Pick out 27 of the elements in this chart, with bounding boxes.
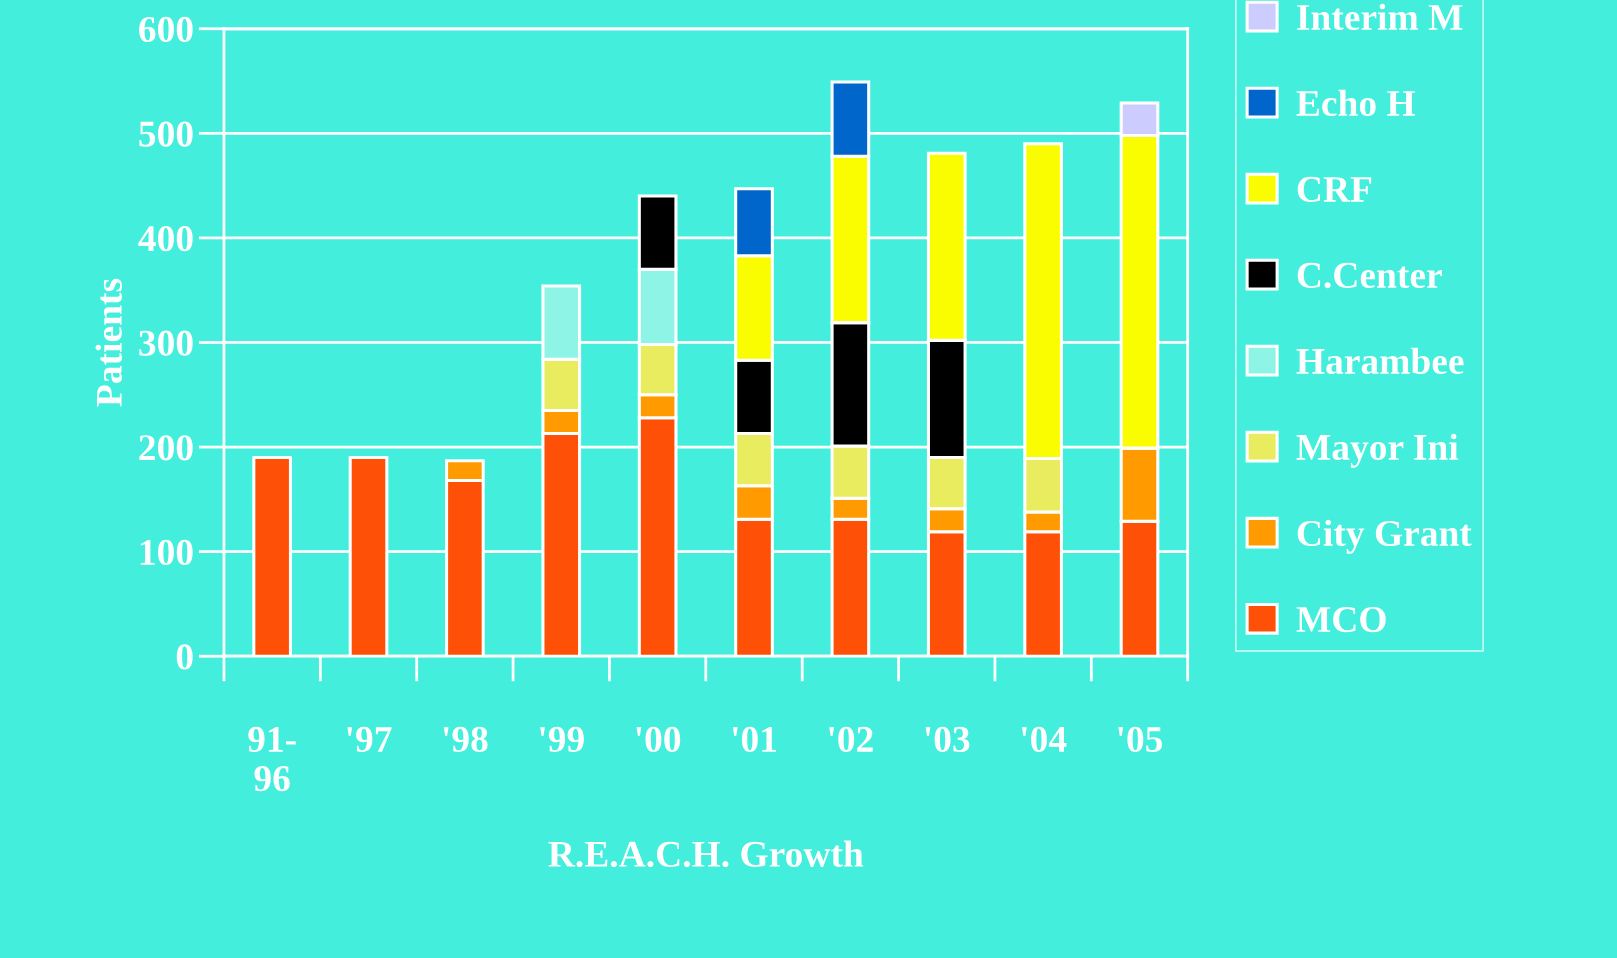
x-tick-label: '99 [540, 726, 584, 753]
y-tick-label: 0 [176, 644, 193, 670]
legend-label: City Grant [1297, 519, 1472, 554]
x-tick-label: '97 [347, 726, 392, 753]
x-tick-label: '01 [732, 726, 777, 753]
y-tick-label: 500 [139, 121, 193, 147]
y-tick-label: 200 [139, 435, 193, 461]
y-tick-label: 100 [140, 539, 193, 566]
x-axis-title: R.E.A.C.H. Growth [548, 840, 864, 868]
x-tick-label: '05 [1118, 726, 1163, 753]
legend-label: CRF [1297, 176, 1372, 203]
x-tick-label: '98 [443, 726, 488, 753]
x-tick-label: '04 [1022, 726, 1067, 753]
legend-label: MCO [1296, 607, 1386, 633]
legend-label: Harambee [1296, 347, 1464, 375]
y-axis-title: Patients [95, 278, 122, 407]
legend-label: Mayor Ini [1296, 433, 1459, 468]
x-tick-label: '03 [925, 726, 970, 753]
legend-label: C.Center [1297, 262, 1442, 289]
y-tick-label: 600 [139, 16, 193, 43]
x-tick-label: '02 [829, 726, 873, 753]
y-tick-label: 400 [138, 225, 193, 252]
x-tick-label: 91- 96 [248, 726, 296, 792]
x-tick-label: '00 [636, 726, 681, 753]
legend-label: Interim M [1297, 3, 1463, 31]
legend-label: Echo H [1296, 89, 1416, 117]
y-tick-label: 300 [139, 330, 193, 356]
